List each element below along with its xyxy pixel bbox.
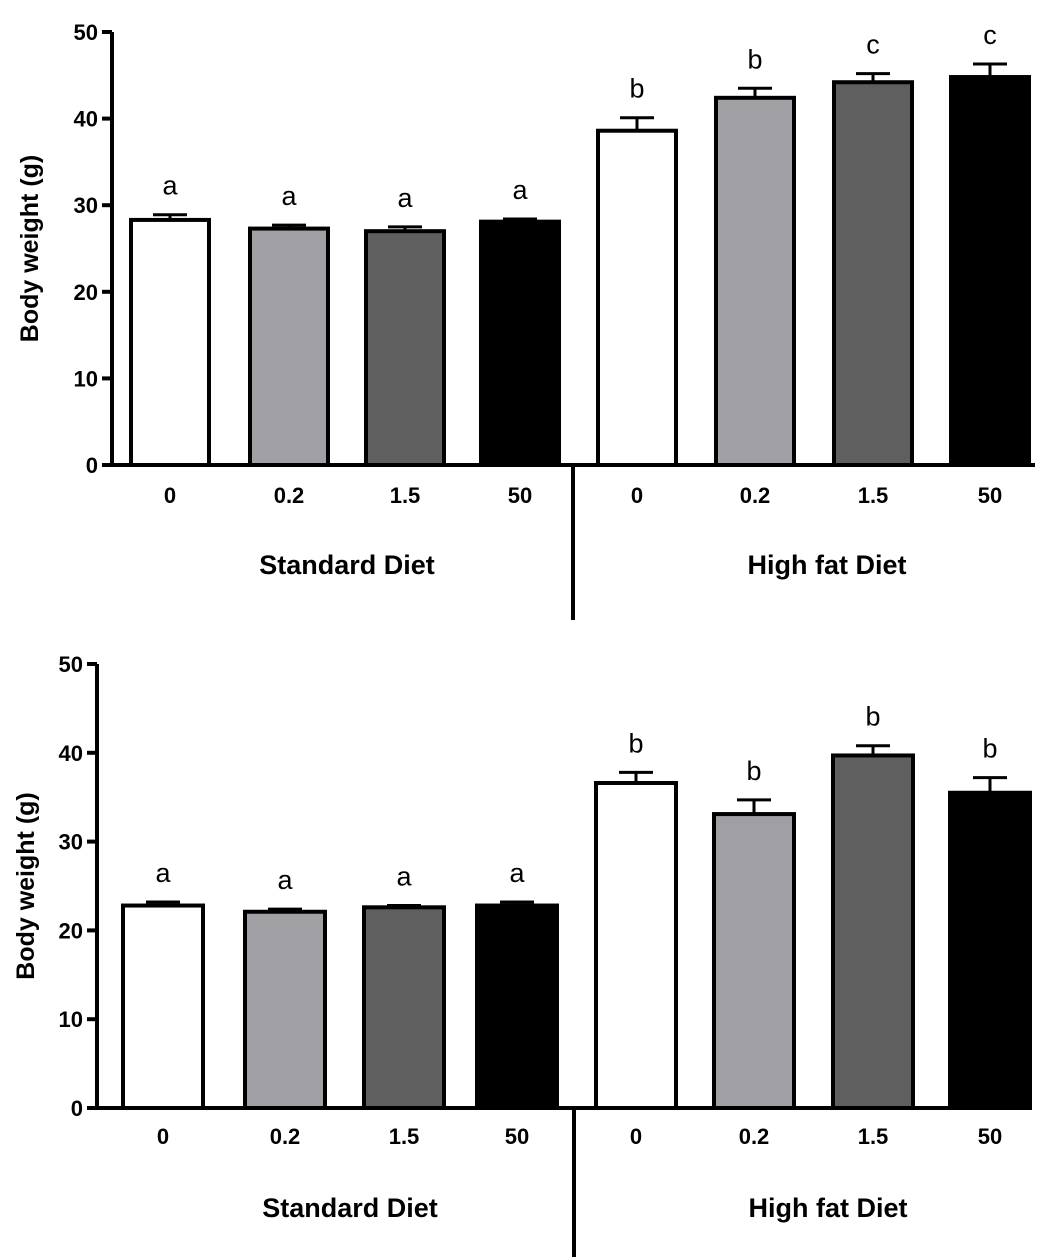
significance-label: a [397, 183, 413, 213]
bar [129, 217, 211, 467]
x-tick-label: 0 [630, 1124, 642, 1149]
y-tick-label: 20 [74, 280, 98, 305]
group-label: Standard Diet [262, 1193, 438, 1223]
bar [121, 903, 205, 1111]
x-tick-label: 0.2 [274, 483, 305, 508]
significance-label: b [865, 702, 880, 732]
significance-label: b [747, 44, 762, 74]
x-tick-label: 1.5 [389, 1124, 420, 1149]
significance-label: b [746, 756, 761, 786]
y-tick-label: 40 [74, 107, 98, 132]
significance-label: a [162, 171, 178, 201]
y-tick-label: 0 [86, 453, 98, 478]
chart-1: a 0 a 0.2 a 1.5 a 50 b 0 b 0.2 c 1.5 c 50 0 10 20 30 40 50 Bod… [16, 20, 1035, 620]
x-tick-label: 0.2 [740, 483, 771, 508]
x-tick-label: 50 [978, 1124, 1002, 1149]
bar [248, 226, 330, 467]
x-tick-label: 1.5 [858, 1124, 889, 1149]
significance-label: a [277, 865, 293, 895]
significance-label: c [866, 30, 880, 60]
bar [475, 903, 559, 1111]
x-tick-label: 50 [508, 483, 532, 508]
x-tick-label: 0.2 [270, 1124, 301, 1149]
significance-label: a [281, 181, 297, 211]
y-tick-label: 0 [71, 1096, 83, 1121]
x-tick-label: 0 [164, 483, 176, 508]
x-tick-label: 1.5 [390, 483, 421, 508]
bar [949, 75, 1031, 467]
y-tick-label: 50 [74, 20, 98, 45]
group-label: High fat Diet [749, 1193, 908, 1223]
x-tick-label: 0 [631, 483, 643, 508]
significance-label: a [512, 175, 528, 205]
chart-2: a 0 a 0.2 a 1.5 a 50 b 0 b 0.2 b 1.5 b 50 0 10 20 30 40 50 Bod… [12, 652, 1032, 1257]
significance-label: a [155, 858, 171, 888]
y-axis-title: Body weight (g) [12, 792, 40, 979]
significance-label: b [629, 74, 644, 104]
y-tick-label: 20 [59, 918, 83, 943]
x-tick-label: 0 [157, 1124, 169, 1149]
significance-label: b [628, 728, 643, 758]
bar [362, 905, 446, 1111]
y-tick-label: 10 [59, 1007, 83, 1032]
bar [831, 753, 915, 1110]
bar [714, 95, 796, 467]
bar [596, 128, 678, 467]
bar [594, 780, 678, 1110]
x-tick-label: 50 [505, 1124, 529, 1149]
bar [832, 80, 914, 467]
significance-label: c [983, 20, 997, 50]
y-axis-title: Body weight (g) [16, 155, 44, 342]
bar [243, 909, 327, 1111]
y-tick-label: 30 [59, 830, 83, 855]
y-tick-label: 50 [59, 652, 83, 677]
bar [712, 812, 796, 1111]
significance-label: a [509, 858, 525, 888]
x-tick-label: 50 [978, 483, 1002, 508]
significance-label: a [396, 862, 412, 892]
y-tick-label: 10 [74, 366, 98, 391]
bar [479, 219, 561, 467]
bar [364, 229, 446, 467]
group-label: High fat Diet [748, 550, 907, 580]
y-tick-label: 30 [74, 193, 98, 218]
y-tick-label: 40 [59, 741, 83, 766]
group-label: Standard Diet [259, 550, 435, 580]
bar [948, 790, 1032, 1110]
significance-label: b [982, 734, 997, 764]
x-tick-label: 0.2 [739, 1124, 770, 1149]
x-tick-label: 1.5 [858, 483, 889, 508]
